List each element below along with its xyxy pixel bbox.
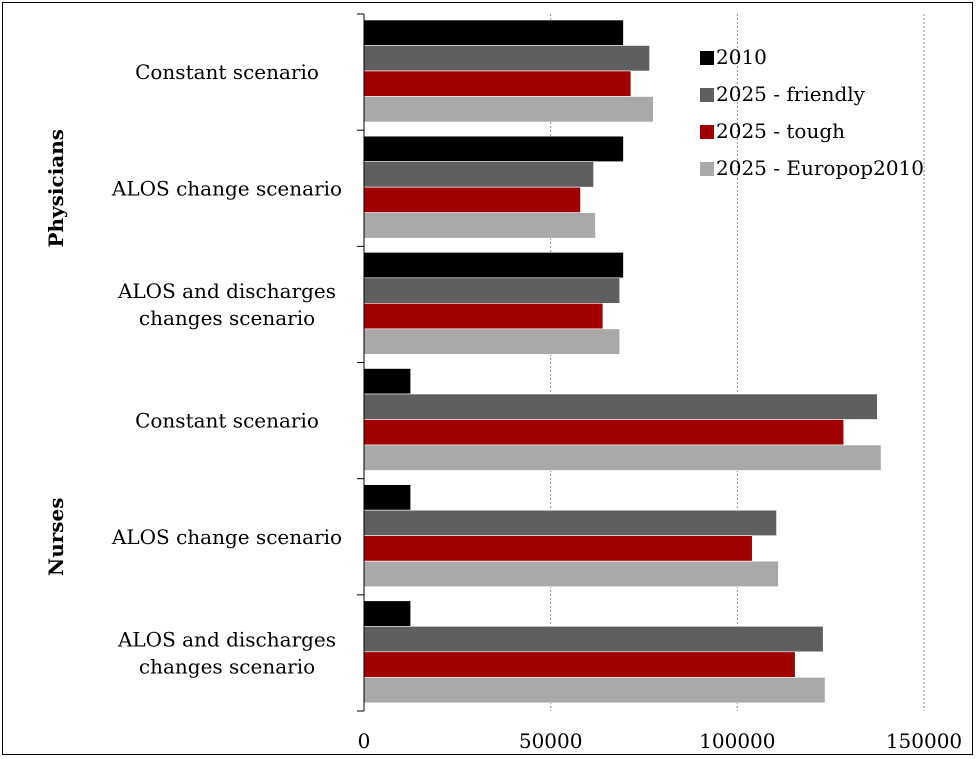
bar: [363, 393, 878, 420]
bar: [363, 70, 632, 97]
legend-swatch: [700, 162, 714, 176]
bar: [363, 135, 624, 162]
legend-swatch: [700, 88, 714, 102]
bar: [363, 328, 621, 355]
bar: [363, 600, 411, 627]
x-tick-label: 150000: [886, 729, 962, 753]
bar: [363, 419, 845, 446]
legend-label: 2025 - Europop2010: [716, 156, 924, 180]
legend-swatch: [700, 125, 714, 139]
bar: [363, 186, 581, 213]
bar: [363, 45, 650, 72]
bar: [363, 444, 882, 471]
x-tick-label: 50000: [519, 729, 583, 753]
bar: [363, 19, 624, 46]
bar: [363, 303, 604, 330]
category-label: changes scenario: [139, 654, 315, 678]
bar: [363, 626, 824, 653]
bars: [363, 19, 882, 704]
y-axis: [357, 13, 365, 712]
x-tick-label: 0: [358, 729, 371, 753]
category-label: Constant scenario: [135, 409, 319, 433]
bar: [363, 651, 796, 678]
category-label: changes scenario: [139, 306, 315, 330]
group-labels: Physicians Nurses: [44, 129, 68, 576]
bar: [363, 277, 621, 304]
legend: 2010 2025 - friendly 2025 - tough 2025 - Eu…: [700, 45, 924, 180]
gridlines: [550, 14, 925, 711]
group-label: Nurses: [44, 497, 68, 576]
group-label: Physicians: [44, 129, 68, 248]
bar: [363, 677, 826, 704]
bar: [363, 252, 624, 279]
category-label: ALOS and discharges: [117, 627, 336, 651]
category-label: ALOS and discharges: [117, 279, 336, 303]
category-label: Constant scenario: [135, 60, 319, 84]
bar: [363, 484, 411, 511]
legend-label: 2010: [716, 45, 767, 69]
legend-label: 2025 - tough: [716, 119, 845, 143]
bar: [363, 161, 594, 188]
legend-swatch: [700, 51, 714, 65]
x-axis-tick-labels: 0 50000 100000 150000: [358, 729, 963, 753]
category-labels: Constant scenario ALOS change scenario ALO…: [111, 60, 342, 678]
legend-label: 2025 - friendly: [716, 82, 866, 106]
bar: [363, 96, 654, 123]
x-tick-label: 100000: [699, 729, 775, 753]
bar: [363, 535, 753, 562]
bar: [363, 368, 411, 395]
bar: [363, 212, 596, 239]
bar: [363, 560, 779, 587]
category-label: ALOS change scenario: [111, 525, 342, 549]
category-label: ALOS change scenario: [111, 176, 342, 200]
bar: [363, 509, 777, 536]
